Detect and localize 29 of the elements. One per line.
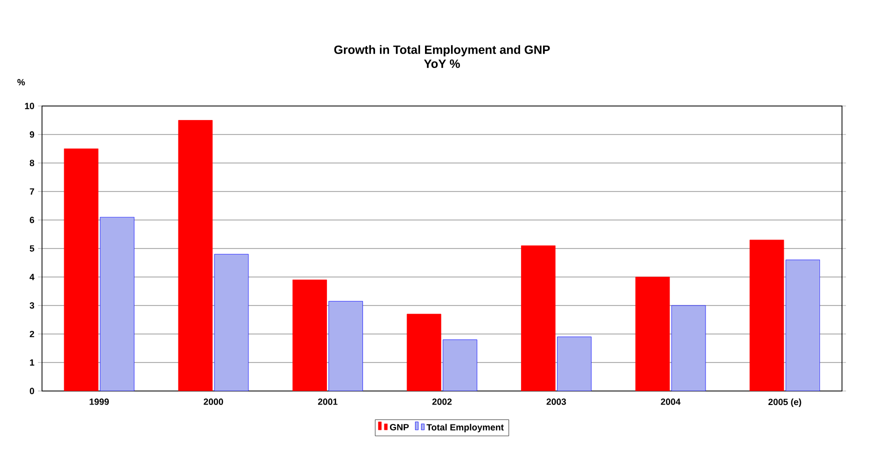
bar (671, 305, 706, 391)
y-tick-label: 9 (30, 131, 34, 138)
x-tick-label: 2003 (546, 398, 566, 405)
x-tick-label: 2000 (204, 398, 224, 405)
y-tick-label: 5 (30, 245, 34, 252)
y-axis-title: % (17, 79, 25, 86)
y-tick-label: 4 (30, 274, 34, 280)
bar (100, 216, 134, 391)
y-tick-label: 2 (30, 330, 34, 338)
y-tick-label: 0 (30, 388, 34, 394)
y-tick-label: 7 (30, 188, 34, 195)
bar (442, 339, 478, 391)
y-tick-label: 3 (30, 302, 34, 309)
x-tick-label: 2004 (660, 398, 681, 405)
x-tick-label: 1999 (90, 398, 109, 405)
x-tick-label: 2001 (318, 398, 338, 405)
y-tick-label: 8 (30, 160, 34, 166)
y-tick-label: 1 (30, 359, 34, 366)
x-tick-label: 2002 (432, 398, 452, 405)
bar (214, 254, 249, 391)
bar (557, 336, 592, 391)
y-tick-label: 6 (30, 216, 34, 224)
x-tick-label: 2005 (e) (768, 398, 802, 407)
y-tick-label: 10 (25, 102, 34, 110)
bar (786, 260, 820, 391)
bar (328, 301, 363, 391)
legend-label: GNP (390, 424, 409, 430)
chart-title: Growth in Total Employment and GNP YoY % (334, 45, 550, 68)
legend-label: Total Employment (426, 424, 504, 432)
